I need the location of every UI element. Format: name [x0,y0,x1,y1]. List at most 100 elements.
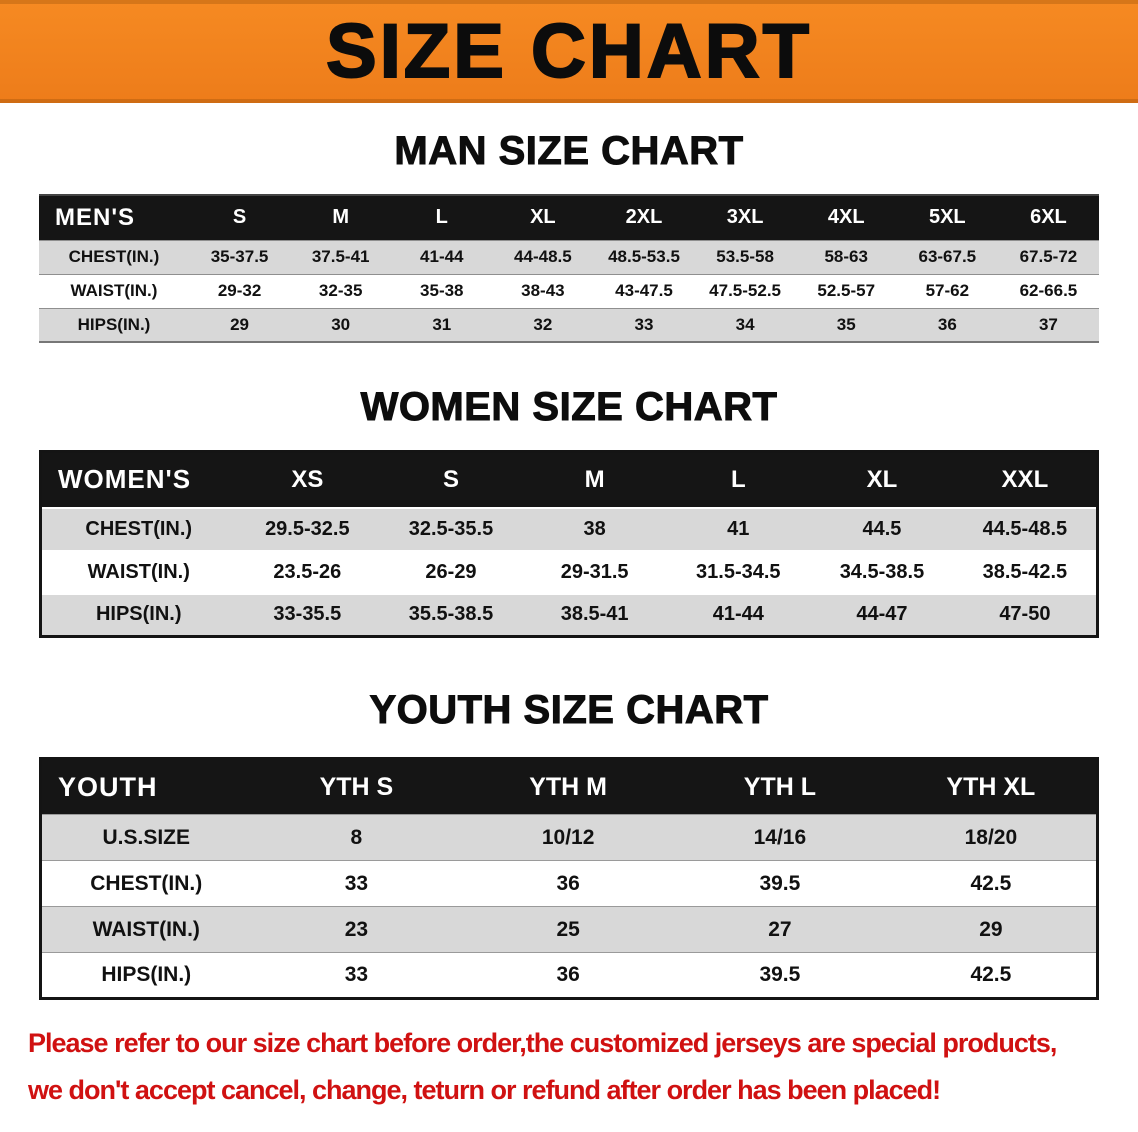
row-label: U.S.SIZE [102,825,191,849]
size-header-cell: L [391,195,493,240]
table-cell: 27 [768,917,792,941]
table-cell: 31.5-34.5 [696,560,781,583]
table-cell: 14/16 [753,825,807,849]
size-header-cell: S [379,451,523,508]
table-row: HIPS(IN.) 33 36 39.5 42.5 [40,952,1098,999]
youth-size-table: YOUTH YTH S YTH M YTH L YTH XL U.S.SIZE … [39,757,1099,1000]
row-label: HIPS(IN.) [77,314,151,334]
table-cell: 34.5-38.5 [839,560,925,583]
table-cell: 33 [344,963,369,986]
table-row: WAIST(IN.) 23.5-26 26-29 29-31.5 31.5-34… [40,550,1098,594]
table-cell: 41-44 [712,603,764,626]
men-section-heading: MAN SIZE CHART [394,129,744,174]
disclaimer-line-1: Please refer to our size chart before or… [28,1028,1057,1058]
size-header-cell: XL [810,451,954,508]
women-size-table: WOMEN'S XS S M L XL XXL CHEST(IN.) 29.5-… [39,450,1099,638]
size-header-cell: M [290,195,392,240]
table-cell: 48.5-53.5 [608,247,680,266]
table-cell: 37 [1038,314,1058,334]
table-cell: 35-37.5 [210,247,269,266]
row-label: HIPS(IN.) [95,603,182,626]
table-cell: 47-50 [999,603,1051,626]
table-cell: 29.5-32.5 [265,517,350,540]
table-cell: 52.5-57 [817,281,876,300]
table-cell: 35-38 [420,281,464,300]
men-size-table: MEN'S S M L XL 2XL 3XL 4XL 5XL 6XL CHEST… [39,194,1099,343]
table-row: WAIST(IN.) 23 25 27 29 [40,906,1098,953]
table-cell: 25 [556,917,580,941]
size-header-cell: YTH S [250,758,463,815]
table-cell: 18/20 [964,825,1018,849]
table-cell: 57-62 [925,281,970,300]
table-cell: 39.5 [759,871,801,895]
size-header-cell: XS [235,451,380,508]
table-cell: 38-43 [521,281,565,300]
size-header-cell: YTH L [674,758,886,815]
table-cell: 23 [344,917,369,941]
table-cell: 32.5-35.5 [408,517,494,540]
row-label: WAIST(IN.) [92,917,200,941]
size-header-cell: M [522,451,667,508]
row-label: CHEST(IN.) [68,247,160,266]
table-cell: 10/12 [541,825,595,849]
size-header-cell: 4XL [795,195,897,240]
table-cell: 38.5-41 [560,603,629,626]
table-cell: 23.5-26 [273,560,342,583]
disclaimer-text: Please refer to our size chart before or… [28,1020,1110,1114]
table-cell: 43-47.5 [615,281,673,300]
table-cell: 39.5 [759,963,801,986]
table-cell: 35.5-38.5 [408,603,494,626]
table-cell: 33 [344,871,369,895]
table-cell: 44-47 [856,603,908,626]
table-cell: 33-35.5 [273,603,342,626]
size-header-cell: L [666,451,811,508]
women-header-row: WOMEN'S XS S M L XL XXL [40,451,1098,508]
size-chart-title: SIZE CHART [325,8,812,95]
youth-table-title: YOUTH [40,758,251,815]
row-label: CHEST(IN.) [90,871,203,895]
table-cell: 62-66.5 [1019,281,1078,300]
table-cell: 32 [533,314,553,334]
table-row: CHEST(IN.) 29.5-32.5 32.5-35.5 38 41 44.… [40,507,1098,551]
table-cell: 38.5-42.5 [982,560,1068,583]
table-cell: 35 [836,314,856,334]
size-header-cell: S [189,195,291,240]
table-cell: 29-32 [217,281,262,300]
table-cell: 42.5 [970,963,1012,986]
table-cell: 32-35 [318,281,363,300]
size-header-cell: XXL [953,451,1098,508]
size-header-cell: YTH XL [885,758,1098,815]
disclaimer-line-2: we don't accept cancel, change, teturn o… [28,1075,941,1105]
row-label: CHEST(IN.) [85,517,193,540]
women-section-heading: WOMEN SIZE CHART [360,385,778,430]
size-chart-banner: SIZE CHART [0,0,1138,103]
table-row: CHEST(IN.) 35-37.5 37.5-41 41-44 44-48.5… [39,240,1099,274]
table-cell: 42.5 [970,871,1012,895]
table-row: U.S.SIZE 8 10/12 14/16 18/20 [40,814,1098,861]
table-cell: 36 [937,314,957,334]
table-cell: 33 [634,314,654,334]
table-cell: 63-67.5 [918,247,977,266]
table-cell: 29 [979,917,1003,941]
size-header-cell: 3XL [694,195,796,240]
table-cell: 30 [331,314,351,334]
table-cell: 37.5-41 [311,247,370,266]
table-row: WAIST(IN.) 29-32 32-35 35-38 38-43 43-47… [39,274,1099,308]
table-cell: 67.5-72 [1019,247,1078,266]
table-cell: 8 [350,825,363,849]
table-cell: 44.5-48.5 [982,517,1068,540]
size-header-cell: 5XL [896,195,998,240]
table-cell: 41 [727,517,750,540]
row-label: WAIST(IN.) [87,560,190,583]
table-cell: 26-29 [425,560,477,583]
table-row: HIPS(IN.) 33-35.5 35.5-38.5 38.5-41 41-4… [40,593,1098,637]
size-header-cell: 2XL [593,195,695,240]
youth-section-heading: YOUTH SIZE CHART [369,688,769,733]
table-row: CHEST(IN.) 33 36 39.5 42.5 [40,860,1098,907]
table-cell: 36 [556,871,580,895]
youth-header-row: YOUTH YTH S YTH M YTH L YTH XL [40,758,1098,815]
size-header-cell: 6XL [997,195,1099,240]
row-label: HIPS(IN.) [101,963,192,986]
men-header-row: MEN'S S M L XL 2XL 3XL 4XL 5XL 6XL [39,195,1099,240]
table-cell: 58-63 [824,247,868,266]
